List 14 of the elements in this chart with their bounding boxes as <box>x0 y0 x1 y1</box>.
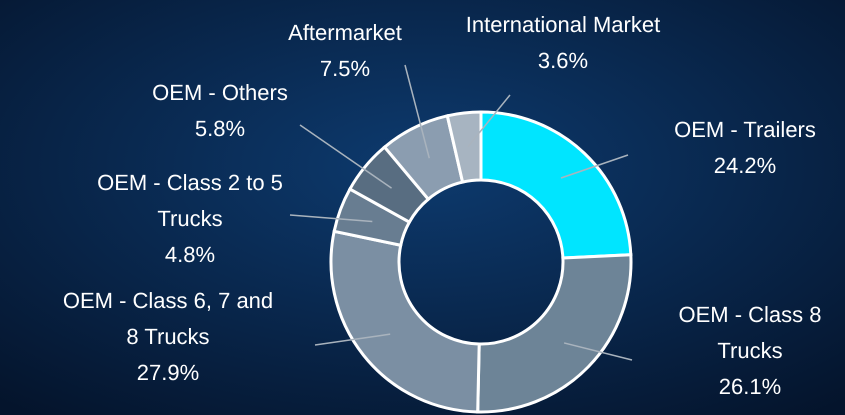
data-label: 3.6% <box>538 48 588 73</box>
data-label: 4.8% <box>164 242 216 267</box>
data-label: 7.5% <box>320 56 370 81</box>
slice-label: OEM - Class 8 Trucks <box>678 302 822 363</box>
data-label: 27.9% <box>136 360 200 385</box>
slice-label: OEM - Class 6, 7 and 8 Trucks <box>62 288 274 349</box>
data-label: 5.8% <box>194 116 246 141</box>
slice-label: International Market <box>466 12 660 37</box>
slice-label: Aftermarket <box>288 20 402 45</box>
slice-label: OEM - Others <box>152 80 288 105</box>
data-label: 26.1% <box>718 374 782 399</box>
slice-label: OEM - Class 2 to 5 Trucks <box>97 170 283 231</box>
slice-label: OEM - Trailers <box>674 117 816 142</box>
data-label: 24.2% <box>714 153 776 178</box>
